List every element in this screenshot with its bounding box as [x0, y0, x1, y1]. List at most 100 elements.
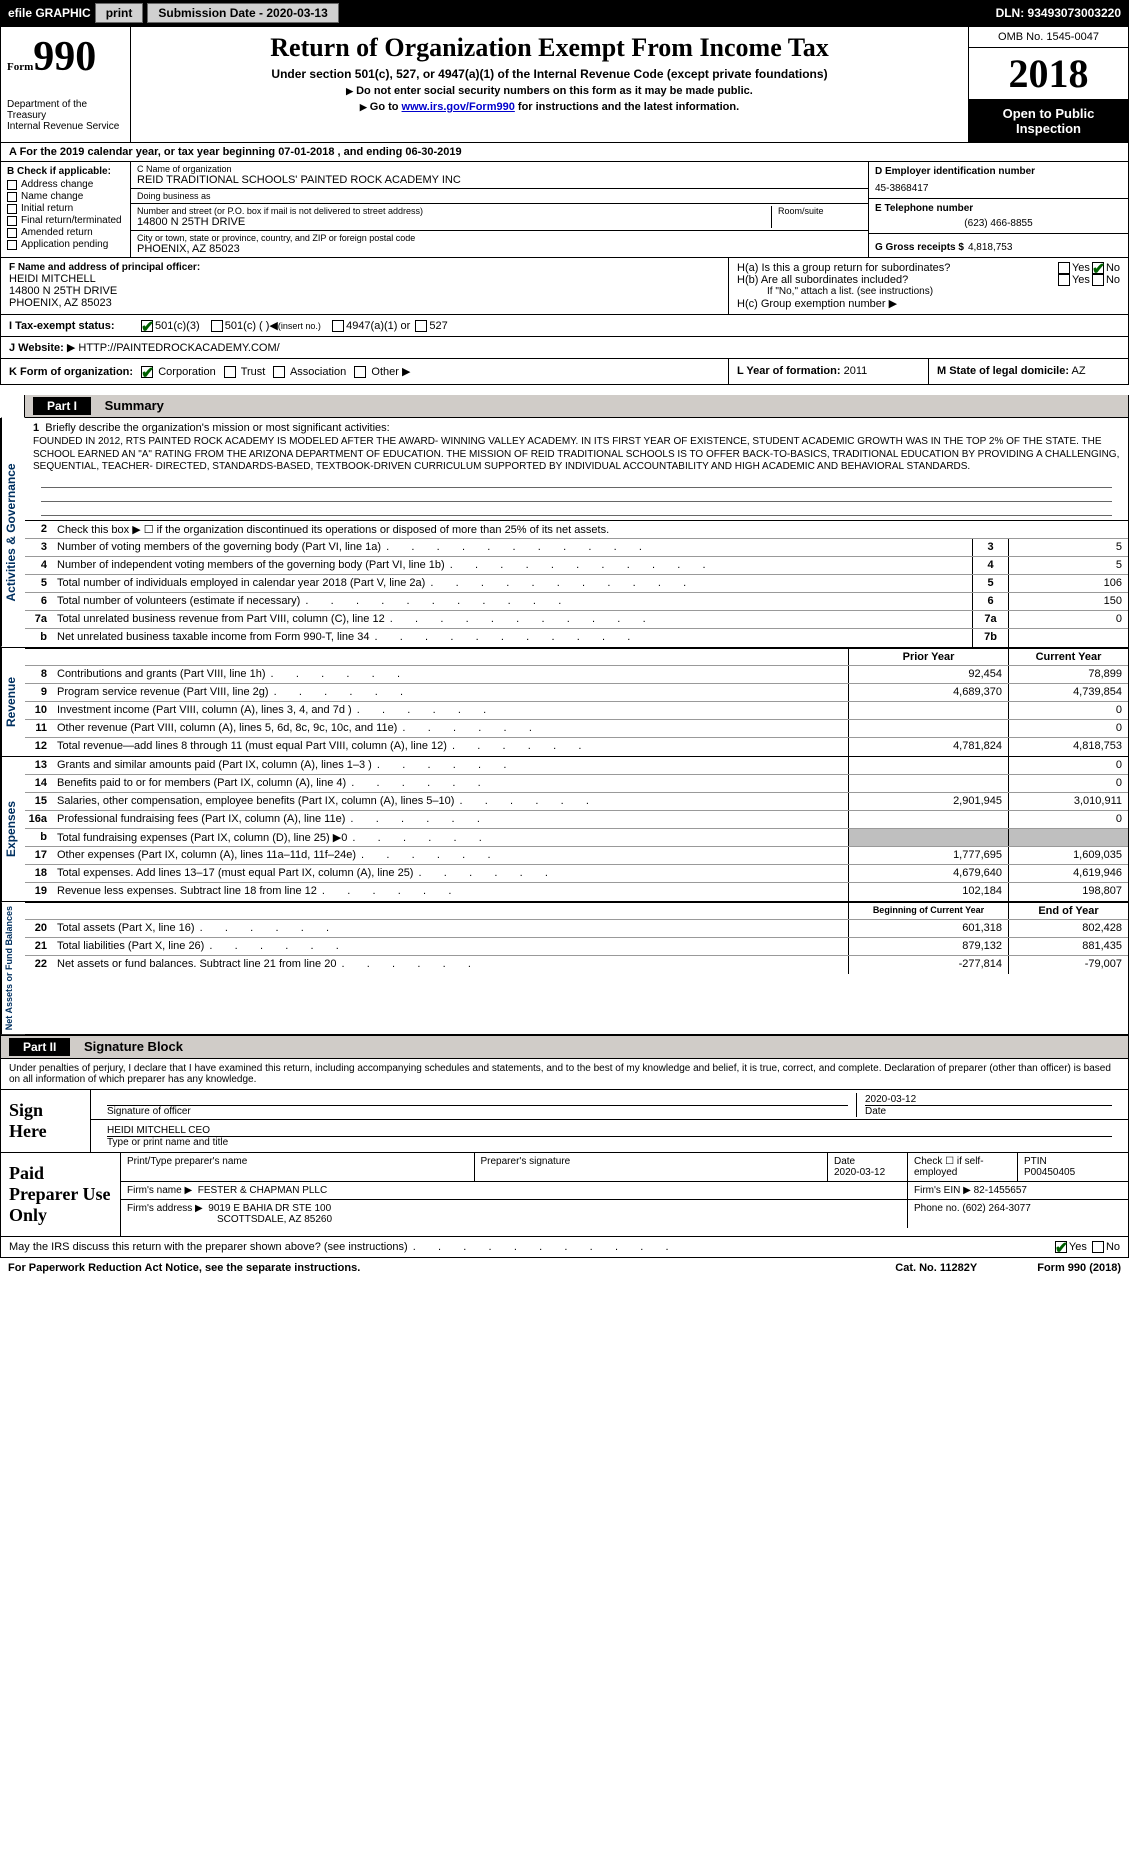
line-value: 0 — [1008, 611, 1128, 628]
header-right: OMB No. 1545-0047 2018 Open to Public In… — [968, 27, 1128, 142]
street-label: Number and street (or P.O. box if mail i… — [137, 206, 771, 216]
part2-badge: Part II — [9, 1038, 70, 1056]
room-label: Room/suite — [778, 206, 862, 216]
line-num: 19 — [25, 883, 53, 901]
form-word: Form — [7, 61, 33, 73]
chk-amended[interactable]: Amended return — [7, 227, 124, 238]
type-name-label: Type or print name and title — [107, 1136, 1112, 1148]
hb-note: If "No," attach a list. (see instruction… — [737, 286, 1120, 297]
chk-527[interactable] — [415, 320, 427, 332]
website-url: HTTP://PAINTEDROCKACADEMY.COM/ — [78, 342, 279, 354]
part2-title: Signature Block — [84, 1039, 183, 1054]
current-year-value: 1,609,035 — [1008, 847, 1128, 864]
date-label: Date — [865, 1105, 1112, 1117]
line-num: 8 — [25, 666, 53, 683]
part1-ag-block: Activities & Governance 1 Briefly descri… — [0, 418, 1129, 648]
line-desc: Contributions and grants (Part VIII, lin… — [53, 666, 848, 683]
summary-row: bTotal fundraising expenses (Part IX, co… — [25, 829, 1128, 847]
prep-name-label: Print/Type preparer's name — [121, 1153, 475, 1181]
line-box: 7b — [972, 629, 1008, 647]
chk-corp[interactable] — [141, 366, 153, 378]
chk-trust[interactable] — [224, 366, 236, 378]
line-num: 10 — [25, 702, 53, 719]
chk-other[interactable] — [354, 366, 366, 378]
paid-preparer-block: Paid Preparer Use Only Print/Type prepar… — [0, 1153, 1129, 1237]
vtab-rev: Revenue — [1, 648, 25, 756]
self-employed-check[interactable]: Check ☐ if self-employed — [908, 1153, 1018, 1181]
hb-no[interactable] — [1092, 274, 1104, 286]
line-num: 22 — [25, 956, 53, 974]
chk-assoc[interactable] — [273, 366, 285, 378]
line-num: 13 — [25, 757, 53, 774]
summary-row: 4Number of independent voting members of… — [25, 557, 1128, 575]
line-desc: Total number of individuals employed in … — [53, 575, 972, 592]
open-public-label: Open to Public Inspection — [969, 100, 1128, 142]
summary-row: 22Net assets or fund balances. Subtract … — [25, 956, 1128, 974]
chk-name-change[interactable]: Name change — [7, 191, 124, 202]
form-ref: Form 990 (2018) — [1037, 1262, 1121, 1274]
dba-label: Doing business as — [137, 191, 862, 201]
part1-rev-block: Revenue Prior Year Current Year 8Contrib… — [0, 648, 1129, 757]
line-num: 15 — [25, 793, 53, 810]
ha-no[interactable] — [1092, 262, 1104, 274]
year-formation: 2011 — [844, 365, 868, 377]
ha-yes[interactable] — [1058, 262, 1070, 274]
officer-name-title: HEIDI MITCHELL CEO — [107, 1125, 1112, 1136]
hb-yes[interactable] — [1058, 274, 1070, 286]
firm-name: FESTER & CHAPMAN PLLC — [198, 1185, 327, 1196]
line-value: 106 — [1008, 575, 1128, 592]
line-num: 3 — [25, 539, 53, 556]
line-box: 5 — [972, 575, 1008, 592]
line-num: 17 — [25, 847, 53, 864]
dln-label: DLN: 93493073003220 — [996, 6, 1121, 20]
line-value: 5 — [1008, 539, 1128, 556]
chk-app-pending[interactable]: Application pending — [7, 239, 124, 250]
chk-501c3[interactable] — [141, 320, 153, 332]
summary-row: 5Total number of individuals employed in… — [25, 575, 1128, 593]
summary-row: 16aProfessional fundraising fees (Part I… — [25, 811, 1128, 829]
entity-block: B Check if applicable: Address change Na… — [0, 162, 1129, 258]
chk-initial-return[interactable]: Initial return — [7, 203, 124, 214]
line-num: b — [25, 829, 53, 846]
header-center: Return of Organization Exempt From Incom… — [131, 27, 968, 142]
section-i: I Tax-exempt status: 501(c)(3) 501(c) ( … — [0, 315, 1129, 337]
state-domicile: AZ — [1071, 365, 1085, 377]
chk-address-change[interactable]: Address change — [7, 179, 124, 190]
current-year-value — [1008, 829, 1128, 846]
chk-501c[interactable] — [211, 320, 223, 332]
discuss-yes[interactable] — [1055, 1241, 1067, 1253]
officer-addr1: 14800 N 25TH DRIVE — [9, 285, 720, 297]
line-num: b — [25, 629, 53, 647]
prior-year-value: 4,679,640 — [848, 865, 1008, 882]
line-desc: Benefits paid to or for members (Part IX… — [53, 775, 848, 792]
line-desc: Total unrelated business revenue from Pa… — [53, 611, 972, 628]
chk-final-return[interactable]: Final return/terminated — [7, 215, 124, 226]
section-f: F Name and address of principal officer:… — [1, 258, 728, 314]
current-year-value: 0 — [1008, 757, 1128, 774]
current-year-value: 0 — [1008, 811, 1128, 828]
prior-year-value: 601,318 — [848, 920, 1008, 937]
irs-link[interactable]: www.irs.gov/Form990 — [402, 101, 515, 113]
chk-4947[interactable] — [332, 320, 344, 332]
firm-addr1: 9019 E BAHIA DR STE 100 — [208, 1203, 331, 1214]
line-num: 20 — [25, 920, 53, 937]
part1-title: Summary — [105, 398, 164, 413]
line-box: 4 — [972, 557, 1008, 574]
paid-prep-label: Paid Preparer Use Only — [1, 1153, 121, 1236]
discuss-no[interactable] — [1092, 1241, 1104, 1253]
prep-sig-label: Preparer's signature — [475, 1153, 829, 1181]
discuss-row: May the IRS discuss this return with the… — [0, 1237, 1129, 1258]
submission-date: Submission Date - 2020-03-13 — [147, 3, 338, 23]
part1-header-row: Part I Summary — [24, 395, 1129, 418]
line-desc: Net unrelated business taxable income fr… — [53, 629, 972, 647]
section-j: J Website: ▶ HTTP://PAINTEDROCKACADEMY.C… — [0, 337, 1129, 359]
line-desc: Investment income (Part VIII, column (A)… — [53, 702, 848, 719]
print-button[interactable]: print — [95, 3, 144, 23]
current-year-value: 881,435 — [1008, 938, 1128, 955]
org-name-label: C Name of organization — [137, 164, 862, 174]
line-value — [1008, 629, 1128, 647]
section-klm: K Form of organization: Corporation Trus… — [0, 359, 1129, 385]
summary-row: 20Total assets (Part X, line 16)601,3188… — [25, 920, 1128, 938]
line-desc: Number of voting members of the governin… — [53, 539, 972, 556]
line-value: 150 — [1008, 593, 1128, 610]
